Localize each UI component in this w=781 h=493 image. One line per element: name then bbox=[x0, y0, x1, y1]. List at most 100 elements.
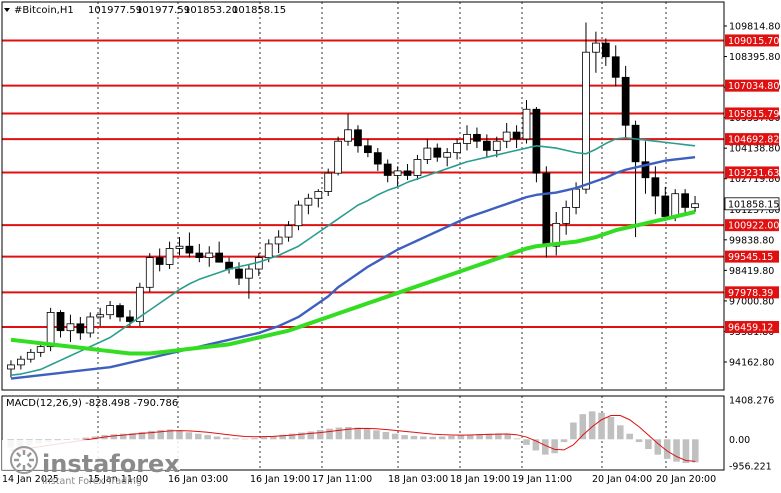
header-open: 101977.59 bbox=[88, 5, 142, 16]
candle-body bbox=[324, 172, 333, 192]
macd-histogram-bar bbox=[176, 430, 183, 440]
y-tick-label: 104138.80 bbox=[729, 144, 780, 155]
macd-histogram-bar bbox=[307, 431, 315, 440]
logo-ray bbox=[16, 462, 22, 468]
macd-histogram-bar bbox=[63, 439, 71, 440]
macd-histogram-bar bbox=[551, 439, 558, 454]
candle-body bbox=[354, 129, 362, 147]
candle-body bbox=[334, 140, 342, 174]
candle-body bbox=[205, 252, 214, 259]
x-tick-label: 16 Jan 03:00 bbox=[168, 474, 228, 485]
macd-histogram-bar bbox=[326, 428, 333, 440]
level-label: 103231.63 bbox=[728, 168, 779, 179]
x-tick-label: 20 Jan 04:00 bbox=[592, 474, 652, 485]
moving-average-line-1 bbox=[10, 156, 696, 380]
macd-panel bbox=[7, 411, 699, 464]
macd-histogram-bar bbox=[129, 433, 136, 440]
candle-body bbox=[592, 42, 600, 53]
price-labels: 109015.70 107034.80 105815.79 104692.82 1032… bbox=[724, 34, 780, 334]
candle-body bbox=[572, 188, 580, 208]
level-label-box bbox=[725, 79, 779, 92]
macd-histogram-bar bbox=[420, 436, 427, 440]
candle-body bbox=[562, 207, 571, 224]
macd-signal-line bbox=[10, 415, 696, 462]
macd-histogram-bar bbox=[635, 439, 643, 443]
level-label: 107034.80 bbox=[728, 81, 779, 92]
macd-histogram-bar bbox=[157, 430, 165, 440]
y-tick-label: 98419.80 bbox=[729, 266, 774, 277]
macd-histogram-bar bbox=[213, 436, 221, 440]
candle-body bbox=[502, 131, 511, 142]
macd-histogram-bar bbox=[382, 432, 390, 440]
candle-body bbox=[215, 252, 224, 263]
y-tick-label: 97000.80 bbox=[729, 296, 774, 307]
y-tick-label: 99838.80 bbox=[729, 235, 774, 246]
level-label-box bbox=[725, 321, 779, 334]
level-label-box bbox=[725, 250, 779, 263]
macd-histogram-bar bbox=[232, 438, 240, 440]
level-label-box bbox=[725, 107, 779, 120]
x-tick-label: 17 Jan 11:00 bbox=[312, 474, 372, 485]
candle-body bbox=[522, 108, 531, 140]
candle-body bbox=[304, 197, 313, 206]
candle-body bbox=[373, 152, 382, 165]
macd-histogram-bar bbox=[279, 434, 286, 440]
level-label-box bbox=[725, 219, 779, 232]
macd-histogram-bar bbox=[626, 433, 633, 440]
candle-body bbox=[36, 346, 45, 353]
macd-histogram-bar bbox=[485, 433, 493, 440]
logo-ray bbox=[26, 452, 32, 458]
level-label: 105815.79 bbox=[728, 109, 779, 120]
x-tick-label: 19 Jan 11:00 bbox=[512, 474, 572, 485]
candle-body bbox=[175, 245, 184, 249]
macd-histogram-bar bbox=[617, 425, 624, 440]
logo-ray bbox=[26, 462, 32, 468]
candle-body bbox=[56, 311, 65, 332]
macd-histogram-bar bbox=[166, 429, 174, 440]
candle-body bbox=[274, 236, 283, 245]
macd-histogram-bar bbox=[476, 434, 483, 440]
candle-body bbox=[482, 140, 491, 151]
macd-histogram-bar bbox=[523, 439, 530, 445]
level-label: 109015.70 bbox=[728, 36, 779, 47]
candle-body bbox=[433, 147, 442, 158]
candle-body bbox=[145, 257, 154, 288]
macd-histogram-bar bbox=[410, 435, 418, 440]
macd-histogram-bar bbox=[288, 433, 296, 440]
x-tick-label: 14 Jan 2025 bbox=[2, 474, 59, 485]
candle-body bbox=[691, 203, 699, 208]
macd-histogram-bar bbox=[438, 436, 446, 440]
candle-body bbox=[135, 286, 144, 322]
macd-histogram-bar bbox=[598, 412, 605, 440]
candle-body bbox=[344, 129, 352, 142]
macd-histogram-bar bbox=[513, 438, 521, 440]
candle-body bbox=[17, 358, 25, 366]
candle-body bbox=[532, 108, 541, 174]
moving-average-line-2 bbox=[10, 210, 696, 356]
candle-body bbox=[671, 193, 680, 217]
candle-body bbox=[185, 245, 194, 254]
macd-histogram-bar bbox=[194, 433, 202, 440]
current-price-box bbox=[724, 197, 780, 211]
candle-body bbox=[96, 314, 105, 318]
candle-body bbox=[155, 257, 164, 265]
macd-histogram-bar bbox=[579, 414, 587, 440]
macd-histogram-bar bbox=[588, 411, 596, 440]
macd-histogram-bar bbox=[457, 435, 465, 440]
level-label: 97978.39 bbox=[728, 288, 773, 299]
watermark-brand: instaforex bbox=[42, 450, 180, 478]
candle-body bbox=[116, 305, 124, 318]
candle-body bbox=[611, 56, 620, 78]
candle-body bbox=[453, 143, 461, 154]
instaforex-logo-icon bbox=[10, 446, 38, 474]
y-tick-label: 109814.80 bbox=[729, 22, 780, 33]
x-tick-label: 15 Jan 11:00 bbox=[88, 474, 148, 485]
candle-body bbox=[7, 364, 15, 370]
macd-histogram-bar bbox=[345, 426, 352, 440]
candle-body bbox=[66, 323, 75, 332]
macd-histogram-bar bbox=[148, 430, 155, 440]
macd-histogram-bar bbox=[692, 439, 699, 463]
candle-body bbox=[364, 145, 372, 154]
macd-histogram-bar bbox=[251, 438, 258, 440]
